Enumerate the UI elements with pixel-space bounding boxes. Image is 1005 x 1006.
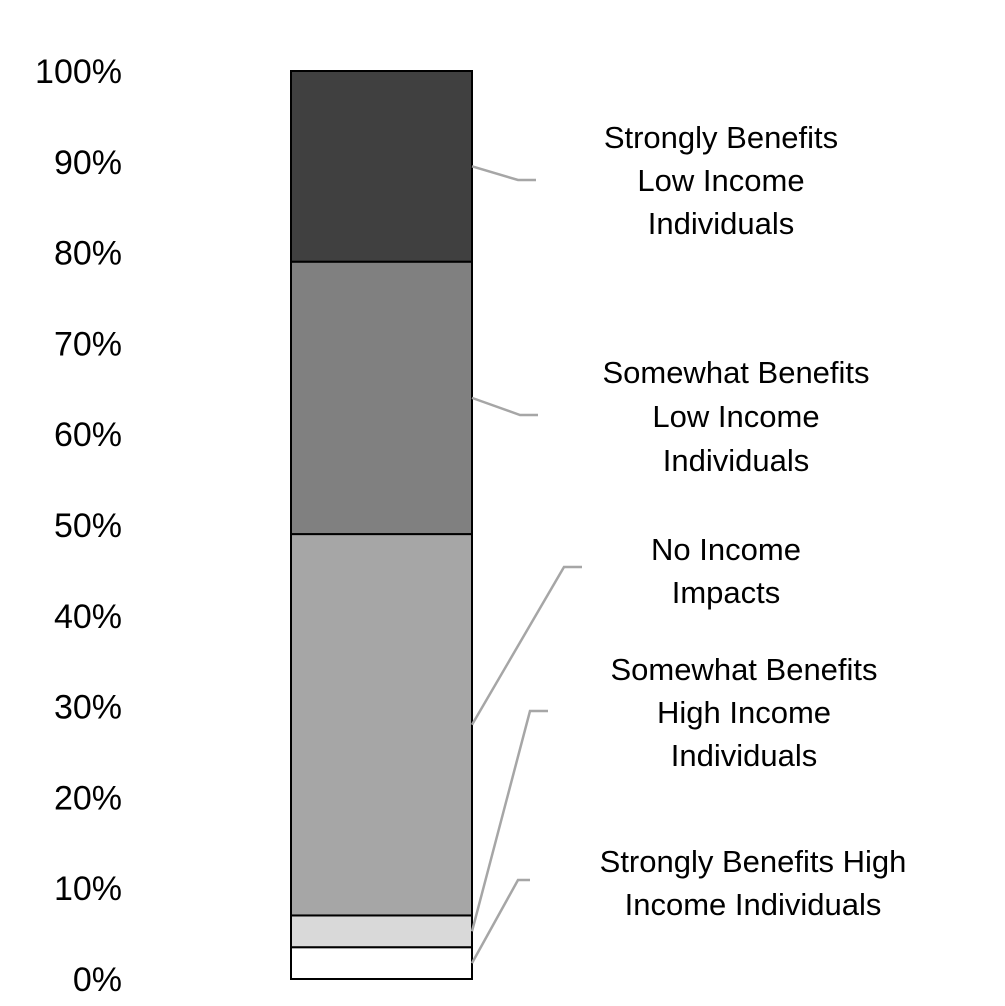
- series-label: Individuals: [648, 206, 794, 241]
- leader-line: [470, 565, 582, 726]
- series-label: Low Income: [637, 163, 804, 198]
- leader-line: [470, 878, 530, 964]
- series-label: Strongly Benefits High: [600, 844, 907, 879]
- label-leader-lines: [470, 165, 582, 964]
- y-tick-label: 40%: [54, 598, 122, 636]
- series-label: Somewhat Benefits: [602, 355, 869, 390]
- y-tick-label: 0%: [73, 961, 122, 999]
- y-tick-label: 100%: [35, 53, 122, 91]
- bar-segment: [290, 70, 473, 263]
- series-labels: Strongly Benefits High Income Individuals…: [600, 120, 907, 922]
- y-axis: 0% 10% 20% 30% 40% 50% 60% 70% 80% 90% 100%: [35, 53, 122, 999]
- series-label: Individuals: [671, 738, 817, 773]
- bar-segment: [290, 946, 473, 980]
- y-tick-label: 70%: [54, 325, 122, 363]
- series-label: Somewhat Benefits: [610, 652, 877, 687]
- bar-segment: [290, 914, 473, 949]
- series-label: Individuals: [663, 443, 809, 478]
- y-tick-label: 60%: [54, 416, 122, 454]
- y-tick-label: 20%: [54, 779, 122, 817]
- series-label: High Income: [657, 695, 831, 730]
- y-tick-label: 80%: [54, 235, 122, 273]
- bar-segment: [290, 260, 473, 536]
- y-tick-label: 10%: [54, 870, 122, 908]
- y-tick-label: 50%: [54, 507, 122, 545]
- series-label: Strongly Benefits: [604, 120, 838, 155]
- series-label: Impacts: [672, 575, 781, 610]
- series-label: Income Individuals: [625, 887, 882, 922]
- y-tick-label: 30%: [54, 689, 122, 727]
- leader-line: [471, 165, 536, 182]
- y-tick-label: 90%: [54, 144, 122, 182]
- leader-line: [471, 396, 538, 417]
- series-label: No Income: [651, 532, 801, 567]
- series-label: Low Income: [652, 399, 819, 434]
- leader-line: [470, 709, 548, 932]
- bar-segment: [290, 533, 473, 917]
- bar-segments: [290, 70, 473, 980]
